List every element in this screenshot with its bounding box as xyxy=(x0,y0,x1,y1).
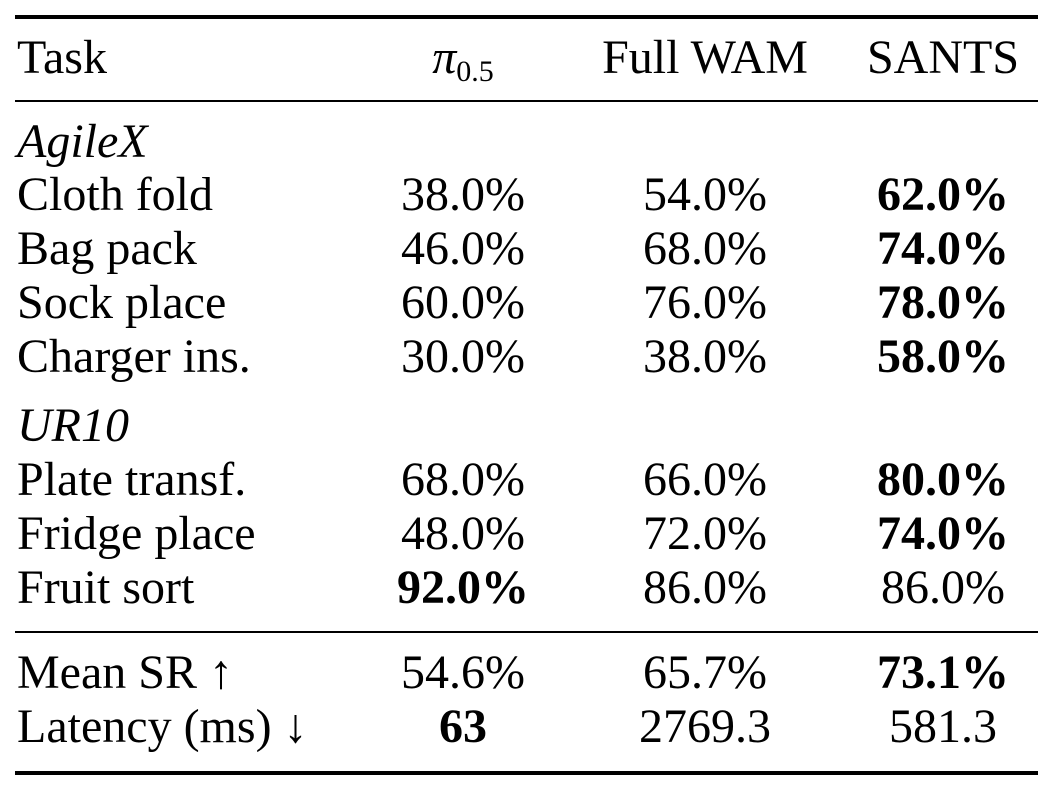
header-sants: SANTS xyxy=(866,31,1020,84)
section-label: UR10 xyxy=(17,399,129,452)
table-row: Sock place 60.0% 76.0% 78.0% xyxy=(0,276,1053,330)
task-cell: Fridge place xyxy=(17,507,256,560)
full-wam-cell: 54.0% xyxy=(643,168,767,221)
task-cell: Latency (ms) ↓ xyxy=(17,700,308,753)
bottom-rule xyxy=(15,771,1038,775)
pi05-cell: 63 xyxy=(439,700,487,753)
table-row: Charger ins. 30.0% 38.0% 58.0% xyxy=(0,330,1053,384)
task-cell: Plate transf. xyxy=(17,453,247,506)
header-pi-symbol: π xyxy=(432,31,457,84)
pi05-cell: 38.0% xyxy=(401,168,525,221)
full-wam-cell: 68.0% xyxy=(643,222,767,275)
table-row: Bag pack 46.0% 68.0% 74.0% xyxy=(0,222,1053,276)
section-label: AgileX xyxy=(17,115,148,168)
full-wam-cell: 2769.3 xyxy=(639,700,771,753)
pi05-cell: 92.0% xyxy=(397,561,529,614)
full-wam-cell: 65.7% xyxy=(643,646,767,699)
header-rule xyxy=(15,100,1038,102)
table-row: Fruit sort 92.0% 86.0% 86.0% xyxy=(0,561,1053,615)
section-row: UR10 xyxy=(0,399,1053,453)
summary-rule xyxy=(15,631,1038,633)
task-cell: Sock place xyxy=(17,276,227,329)
section-row: AgileX xyxy=(0,115,1053,169)
full-wam-cell: 76.0% xyxy=(643,276,767,329)
summary-row: Mean SR ↑ 54.6% 65.7% 73.1% xyxy=(0,646,1053,700)
header-task: Task xyxy=(17,31,107,84)
pi05-cell: 30.0% xyxy=(401,330,525,383)
header-full-wam: Full WAM xyxy=(602,31,808,84)
sants-cell: 581.3 xyxy=(889,700,997,753)
full-wam-cell: 66.0% xyxy=(643,453,767,506)
sants-cell: 62.0% xyxy=(877,168,1009,221)
task-cell: Fruit sort xyxy=(17,561,195,614)
pi05-cell: 68.0% xyxy=(401,453,525,506)
sants-cell: 74.0% xyxy=(877,222,1009,275)
full-wam-cell: 38.0% xyxy=(643,330,767,383)
header-row: Task π0.5 Full WAM SANTS xyxy=(0,31,1053,88)
sants-cell: 74.0% xyxy=(877,507,1009,560)
sants-cell: 86.0% xyxy=(881,561,1005,614)
pi05-cell: 60.0% xyxy=(401,276,525,329)
sants-cell: 80.0% xyxy=(877,453,1009,506)
full-wam-cell: 72.0% xyxy=(643,507,767,560)
task-cell: Bag pack xyxy=(17,222,197,275)
sants-cell: 58.0% xyxy=(877,330,1009,383)
sants-cell: 78.0% xyxy=(877,276,1009,329)
pi05-cell: 54.6% xyxy=(401,646,525,699)
header-pi05: π0.5 xyxy=(353,31,573,99)
top-rule xyxy=(15,15,1038,19)
full-wam-cell: 86.0% xyxy=(643,561,767,614)
table-row: Cloth fold 38.0% 54.0% 62.0% xyxy=(0,168,1053,222)
summary-row: Latency (ms) ↓ 63 2769.3 581.3 xyxy=(0,700,1053,754)
table-row: Plate transf. 68.0% 66.0% 80.0% xyxy=(0,453,1053,507)
header-pi-subscript: 0.5 xyxy=(456,55,494,88)
pi05-cell: 48.0% xyxy=(401,507,525,560)
sants-cell: 73.1% xyxy=(877,646,1009,699)
task-cell: Cloth fold xyxy=(17,168,214,221)
table-row: Fridge place 48.0% 72.0% 74.0% xyxy=(0,507,1053,561)
task-cell: Mean SR ↑ xyxy=(17,646,233,699)
task-cell: Charger ins. xyxy=(17,330,251,383)
pi05-cell: 46.0% xyxy=(401,222,525,275)
